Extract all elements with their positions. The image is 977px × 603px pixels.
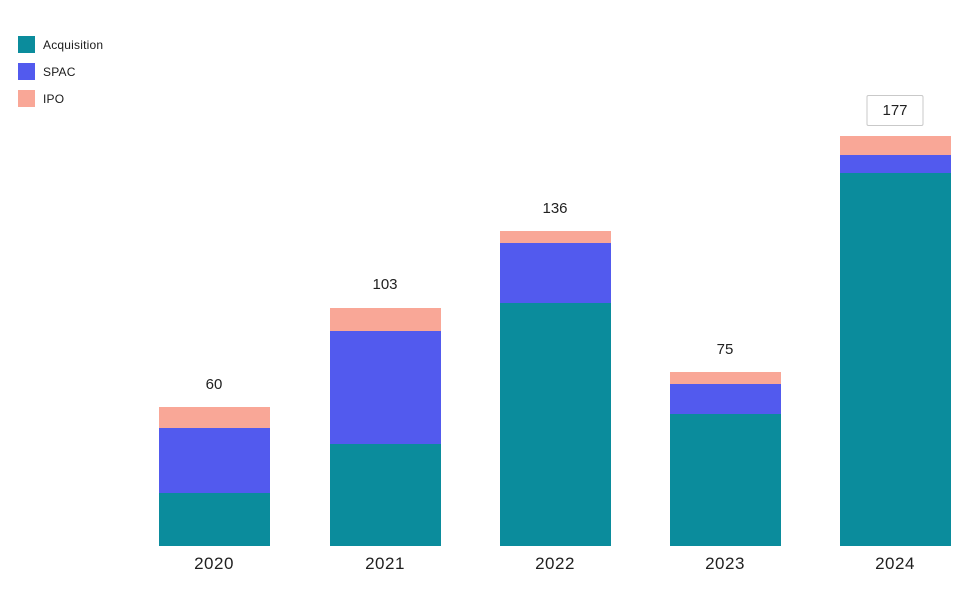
total-label-2020: 60 — [205, 375, 223, 393]
segment-acquisition-2020 — [158, 492, 270, 546]
total-label-2021: 103 — [372, 276, 398, 294]
bar-2024 — [839, 136, 951, 546]
total-label-2023: 75 — [716, 341, 734, 359]
segment-acquisition-2024 — [839, 173, 951, 546]
bar-2021 — [329, 307, 441, 546]
bar-2022 — [499, 231, 611, 546]
legend-item-acquisition[interactable]: Acquisition — [18, 36, 103, 53]
segment-ipo-2023 — [669, 372, 781, 384]
legend-item-ipo[interactable]: IPO — [18, 90, 103, 107]
legend-swatch-spac-icon — [18, 63, 35, 80]
segment-ipo-2020 — [158, 407, 270, 428]
segment-spac-2024 — [839, 154, 951, 174]
segment-spac-2023 — [669, 383, 781, 415]
segment-acquisition-2022 — [499, 302, 611, 546]
legend: Acquisition SPAC IPO — [18, 36, 103, 107]
segment-spac-2020 — [158, 427, 270, 493]
total-label-2022: 136 — [542, 199, 568, 217]
legend-label: SPAC — [43, 64, 76, 79]
x-axis-label-2020: 2020 — [194, 554, 234, 573]
segment-spac-2022 — [499, 242, 611, 303]
legend-swatch-acquisition-icon — [18, 36, 35, 53]
segment-acquisition-2023 — [669, 414, 781, 546]
legend-swatch-ipo-icon — [18, 90, 35, 107]
bar-2020 — [158, 407, 270, 546]
segment-ipo-2021 — [329, 307, 441, 331]
total-label-2024: 177 — [866, 95, 924, 127]
x-axis-label-2022: 2022 — [535, 554, 575, 573]
x-axis-label-2021: 2021 — [365, 554, 405, 573]
segment-ipo-2022 — [499, 231, 611, 243]
bar-2023 — [669, 372, 781, 546]
x-axis-label-2024: 2024 — [875, 554, 915, 573]
x-axis-label-2023: 2023 — [705, 554, 745, 573]
legend-label: IPO — [43, 91, 65, 106]
segment-acquisition-2021 — [329, 444, 441, 546]
segment-spac-2021 — [329, 330, 441, 445]
legend-label: Acquisition — [43, 37, 104, 52]
legend-item-spac[interactable]: SPAC — [18, 63, 103, 80]
segment-ipo-2024 — [839, 136, 951, 155]
